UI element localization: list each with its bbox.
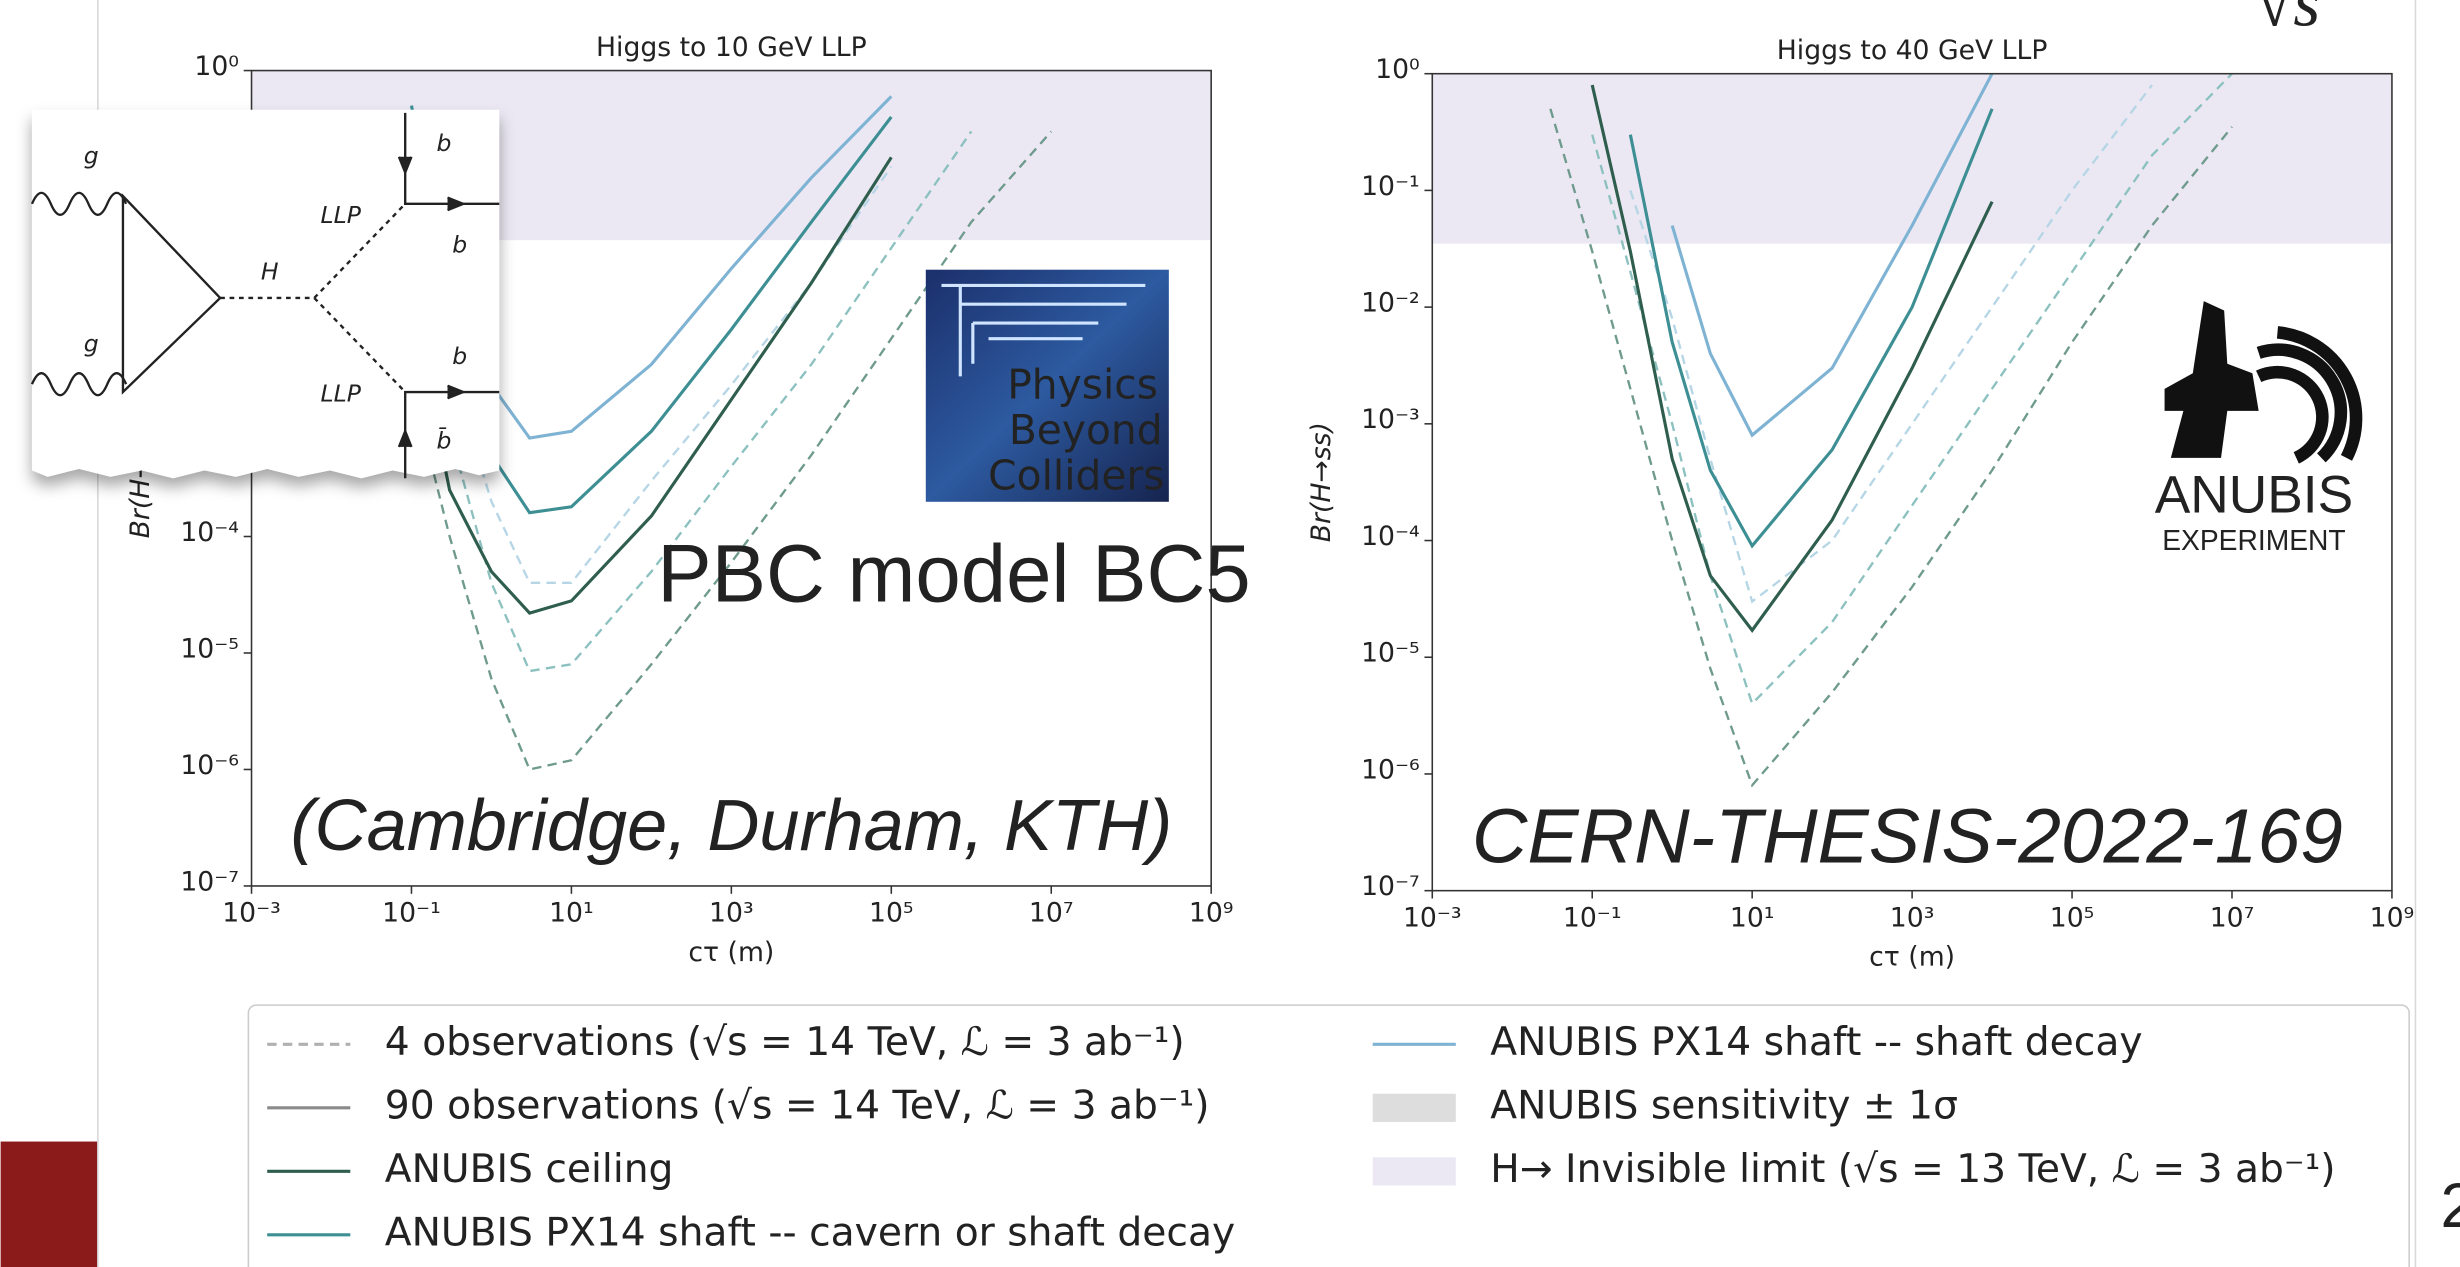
logo-text: Physics [1007,360,1158,408]
diagram-label: b [452,342,467,370]
x-tick-label: 10¹ [1730,902,1775,933]
y-tick-label: 10⁻³ [1361,404,1420,435]
legend-label: ANUBIS PX14 shaft -- cavern or shaft dec… [385,1210,1235,1255]
diagram-label: b̄ [437,426,452,454]
x-tick-label: 10¹ [549,898,594,929]
x-tick-label: 10⁵ [2050,902,2095,933]
x-tick-label: 10⁵ [869,898,914,929]
y-tick-label: 10⁻⁵ [180,633,239,664]
feynman-diagram: g g H LLP LLP b b b b̄ [30,109,500,479]
x-tick-label: 10⁷ [2210,902,2255,933]
logo-arcs [2256,326,2363,464]
loop [121,193,222,395]
series-line [1628,108,1994,549]
legend-swatch [1372,1093,1456,1122]
x-axis-label: cτ (m) [1869,942,1955,973]
legend-label: ANUBIS sensitivity ± 1σ [1490,1083,1958,1128]
series-line [1670,73,1994,438]
arrows [397,156,467,448]
legend-label: 4 observations (√s = 14 TeV, ℒ = 3 ab⁻¹) [385,1020,1185,1065]
diagram-label: b [452,231,467,259]
x-tick-label: 10⁷ [1029,898,1074,929]
diagram-label: g [84,329,99,357]
x-tick-label: 10⁹ [2370,902,2415,933]
logo-head [2164,301,2259,458]
series-line [1591,73,2233,706]
x-tick-label: 10⁻³ [1403,902,1462,933]
legend-label: H→ Invisible limit (√s = 13 TeV, ℒ = 3 a… [1490,1147,2335,1192]
logo-lines [941,283,1146,377]
logo-text: ANUBIS [2155,466,2353,525]
series-line [1590,84,1994,633]
llp [313,203,407,393]
diagram-label: LLP [321,201,362,229]
legend-label: ANUBIS PX14 shaft -- shaft decay [1490,1020,2142,1065]
y-tick-label: 10⁰ [194,51,239,82]
logo-text: Colliders [988,451,1164,499]
y-tick-label: 10⁻⁶ [1361,754,1420,785]
pbc-logo: Physics Beyond Colliders [925,269,1169,502]
institutions-label: (Cambridge, Durham, KTH) [290,786,1172,866]
y-tick-label: 10⁻⁷ [1361,871,1420,902]
gluon [30,372,128,397]
y-tick-label: 10⁻² [1361,287,1420,318]
diagram-card [31,109,500,479]
diagram-label: LLP [321,380,362,408]
y-tick-label: 10⁻⁵ [1361,638,1420,669]
gluon [30,191,128,216]
quarks [404,112,500,479]
y-tick-label: 10⁻⁶ [180,750,239,781]
chart-title: Higgs to 40 GeV LLP [1777,35,2048,66]
x-tick-label: 10⁻¹ [382,898,441,929]
x-axis-label: cτ (m) [688,937,774,968]
corner-label: √s [2256,0,2321,40]
series-line [368,130,973,673]
y-tick-label: 10⁻⁴ [1361,521,1420,552]
diagram-label: g [84,141,99,169]
chart: 10⁻³ 10⁻¹ 10¹ 10³ 10⁵ 10⁷ 10⁹10⁰10⁻¹10⁻²10⁻³10… [1306,35,2414,972]
y-tick-label: 10⁻¹ [1361,171,1420,202]
diagram-lines [30,112,500,479]
x-tick-label: 10³ [709,898,754,929]
logo-text: EXPERIMENT [2162,524,2345,556]
anubis-logo: ANUBIS EXPERIMENT [2155,301,2363,556]
legend-label: ANUBIS ceiling [385,1147,674,1192]
logo-background [925,269,1169,502]
reference-label: CERN-THESIS-2022-169 [1472,793,2343,879]
x-tick-label: 10⁻¹ [1563,902,1622,933]
diagram-label: b [437,129,452,157]
y-tick-label: 10⁻⁷ [180,866,239,897]
x-tick-label: 10³ [1890,902,1935,933]
invisible-limit-band [1432,73,2392,244]
legend-frame [247,1004,2410,1267]
y-tick-label: 10⁰ [1375,54,1420,85]
legend: 4 observations (√s = 14 TeV, ℒ = 3 ab⁻¹)… [267,1020,2336,1255]
y-tick-label: 10⁻⁴ [180,517,239,548]
footer-bar [0,1141,98,1267]
legend-label: 90 observations (√s = 14 TeV, ℒ = 3 ab⁻¹… [385,1083,1210,1128]
legend-swatch [1372,1157,1456,1186]
diagram-label: H [261,257,279,285]
x-tick-label: 10⁹ [1189,898,1234,929]
slide-number: 2 [2441,1171,2460,1241]
series-line [368,130,1053,771]
logo-text: Beyond [1009,406,1163,454]
y-axis-label: Br(H→ss) [1306,422,1337,542]
x-tick-label: 10⁻³ [222,898,281,929]
series-line [1549,108,2233,788]
chart-title: Higgs to 10 GeV LLP [596,32,867,63]
model-label: PBC model BC5 [657,529,1251,620]
